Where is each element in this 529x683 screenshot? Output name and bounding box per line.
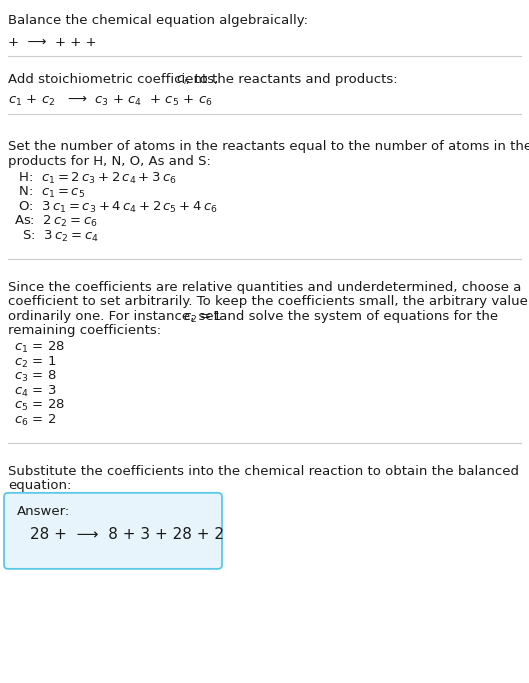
- Text: $c_1$ + $c_2$   ⟶  $c_3$ + $c_4$  + $c_5$ + $c_6$: $c_1$ + $c_2$ ⟶ $c_3$ + $c_4$ + $c_5$ + …: [8, 94, 213, 108]
- Text: equation:: equation:: [8, 479, 71, 492]
- Text: O:  $3\,c_1 = c_3 + 4\,c_4 + 2\,c_5 + 4\,c_6$: O: $3\,c_1 = c_3 + 4\,c_4 + 2\,c_5 + 4\,…: [14, 199, 217, 214]
- Text: products for H, N, O, As and S:: products for H, N, O, As and S:: [8, 154, 211, 167]
- Text: H:  $c_1 = 2\,c_3 + 2\,c_4 + 3\,c_6$: H: $c_1 = 2\,c_3 + 2\,c_4 + 3\,c_6$: [14, 171, 177, 186]
- Text: ordinarily one. For instance, set: ordinarily one. For instance, set: [8, 310, 223, 323]
- Text: $c_6$ = 2: $c_6$ = 2: [14, 413, 56, 428]
- Text: $c_5$ = 28: $c_5$ = 28: [14, 398, 65, 413]
- Text: , to the reactants and products:: , to the reactants and products:: [186, 74, 398, 87]
- FancyBboxPatch shape: [4, 493, 222, 569]
- Text: and solve the system of equations for the: and solve the system of equations for th…: [215, 310, 498, 323]
- Text: remaining coefficients:: remaining coefficients:: [8, 324, 161, 337]
- Text: $c_1$ = 28: $c_1$ = 28: [14, 340, 65, 355]
- Text: $c_2$ = 1: $c_2$ = 1: [14, 354, 56, 370]
- Text: $c_i$: $c_i$: [176, 74, 188, 87]
- Text: Add stoichiometric coefficients,: Add stoichiometric coefficients,: [8, 74, 223, 87]
- Text: $c_3$ = 8: $c_3$ = 8: [14, 370, 57, 385]
- Text: Since the coefficients are relative quantities and underdetermined, choose a: Since the coefficients are relative quan…: [8, 281, 522, 294]
- Text: Balance the chemical equation algebraically:: Balance the chemical equation algebraica…: [8, 14, 308, 27]
- Text: Set the number of atoms in the reactants equal to the number of atoms in the: Set the number of atoms in the reactants…: [8, 140, 529, 153]
- Text: Answer:: Answer:: [17, 505, 70, 518]
- Text: +  ⟶  + + +: + ⟶ + + +: [8, 36, 96, 48]
- Text: 28 +  ⟶  8 + 3 + 28 + 2: 28 + ⟶ 8 + 3 + 28 + 2: [30, 527, 224, 542]
- Text: S:  $3\,c_2 = c_4$: S: $3\,c_2 = c_4$: [14, 229, 99, 244]
- Text: $c_4$ = 3: $c_4$ = 3: [14, 384, 57, 399]
- Text: $c_2 = 1$: $c_2 = 1$: [183, 310, 222, 325]
- Text: N:  $c_1 = c_5$: N: $c_1 = c_5$: [14, 185, 85, 200]
- Text: As:  $2\,c_2 = c_6$: As: $2\,c_2 = c_6$: [14, 214, 98, 229]
- Text: Substitute the coefficients into the chemical reaction to obtain the balanced: Substitute the coefficients into the che…: [8, 465, 519, 478]
- Text: coefficient to set arbitrarily. To keep the coefficients small, the arbitrary va: coefficient to set arbitrarily. To keep …: [8, 295, 529, 308]
